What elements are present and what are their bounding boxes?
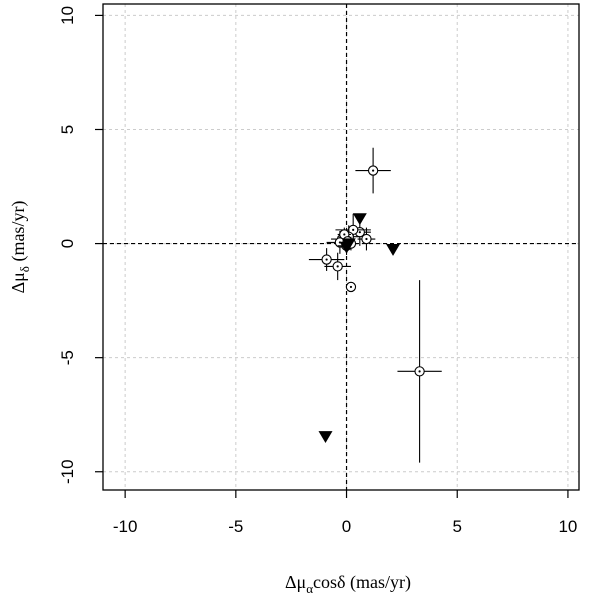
point-center <box>336 265 339 268</box>
y-axis-label: Δμδ (mas/yr) <box>8 201 32 294</box>
x-tick-label: 10 <box>558 517 577 536</box>
point-center <box>325 258 328 261</box>
point-center <box>343 233 346 236</box>
data-marks <box>308 147 442 463</box>
y-tick-label: 10 <box>58 6 77 25</box>
x-tick-label: 5 <box>452 517 461 536</box>
point-center <box>365 237 368 241</box>
data-point <box>355 147 391 194</box>
triangle-point <box>386 244 401 256</box>
point-center <box>418 370 421 373</box>
y-tick-label: 5 <box>58 125 77 134</box>
point-center <box>358 231 361 234</box>
data-point <box>345 281 357 293</box>
plot-frame <box>102 3 580 491</box>
x-tick-label: -5 <box>228 517 243 536</box>
data-point <box>397 280 442 463</box>
data-point <box>324 252 351 281</box>
triangle-point <box>318 431 333 444</box>
triangle-point <box>352 213 367 226</box>
data-point <box>308 248 345 271</box>
point-center <box>352 228 355 231</box>
x-axis-label: Δμαcosδ (mas/yr) <box>285 572 411 596</box>
y-tick-label: -5 <box>58 350 77 365</box>
point-center <box>349 285 353 289</box>
x-tick-label: 0 <box>342 517 351 536</box>
y-tick-label: 0 <box>58 239 77 248</box>
x-tick-label: -10 <box>113 517 138 536</box>
axis-ticks: -10 -5 0 5 10 -10 -5 0 5 10 <box>58 6 577 536</box>
triangle-point <box>341 238 356 251</box>
point-center <box>372 169 375 172</box>
data-point <box>357 227 376 251</box>
y-tick-label: -10 <box>58 459 77 484</box>
